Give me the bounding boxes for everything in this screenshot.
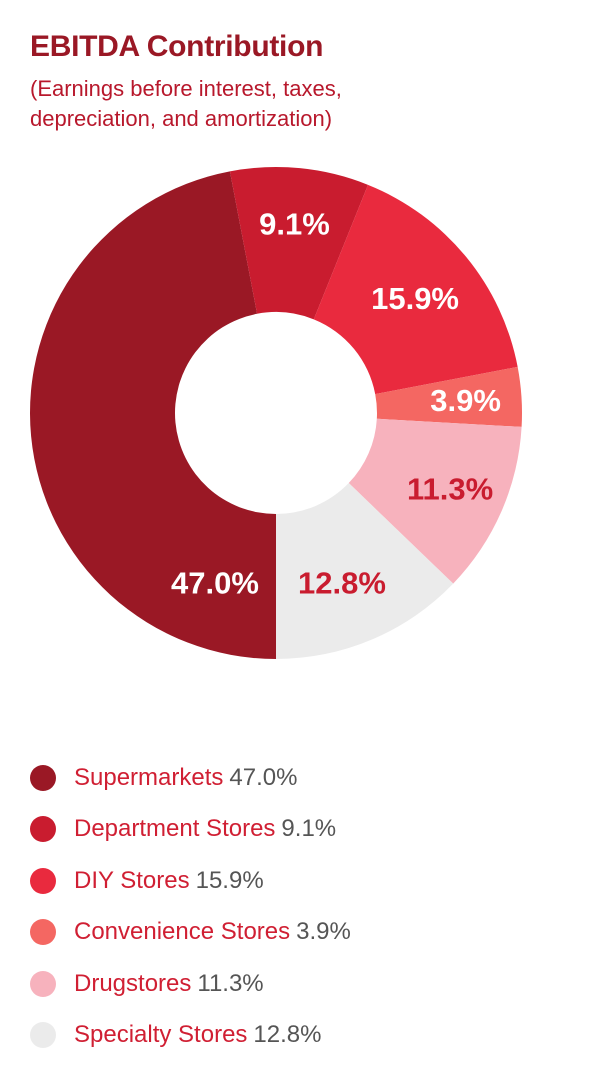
- legend-value: 47.0%: [229, 763, 298, 791]
- legend-item-specialty-stores: Specialty Stores 12.8%: [30, 1010, 351, 1062]
- legend-swatch: [30, 816, 56, 843]
- legend-swatch: [30, 1022, 56, 1049]
- legend-swatch: [30, 764, 56, 791]
- donut-chart: 47.0% 9.1% 15.9% 3.9% 11.3% 12.8%: [30, 167, 522, 659]
- donut-slice-convenience-stores: [375, 366, 522, 427]
- legend-label: Supermarkets: [74, 763, 224, 791]
- legend-label: Drugstores: [74, 969, 192, 997]
- chart-title: EBITDA Contribution: [30, 30, 324, 63]
- legend-item-drugstores: Drugstores 11.3%: [30, 958, 351, 1010]
- legend-value: 3.9%: [296, 918, 351, 946]
- slice-label-specialty-stores: 12.8%: [298, 566, 386, 601]
- legend-item-supermarkets: Supermarkets 47.0%: [30, 752, 351, 804]
- legend-label: Specialty Stores: [74, 1021, 248, 1049]
- legend-label: Department Stores: [74, 815, 276, 843]
- slice-label-drugstores: 11.3%: [407, 472, 493, 507]
- donut-slice-diy-stores: [313, 184, 518, 395]
- legend-swatch: [30, 867, 56, 894]
- legend-value: 12.8%: [253, 1021, 322, 1049]
- donut-slice-department-stores: [229, 167, 368, 320]
- legend-item-department-stores: Department Stores 9.1%: [30, 804, 351, 856]
- donut-slice-specialty-stores: [276, 483, 454, 659]
- donut-slice-drugstores: [348, 418, 522, 584]
- legend-item-diy-stores: DIY Stores 15.9%: [30, 855, 351, 907]
- donut-slice-supermarkets: [30, 171, 277, 659]
- legend-value: 9.1%: [281, 815, 337, 843]
- slice-label-convenience-stores: 3.9%: [430, 383, 501, 418]
- legend-item-convenience-stores: Convenience Stores 3.9%: [30, 907, 351, 959]
- legend-label: Convenience Stores: [74, 918, 291, 946]
- legend-value: 15.9%: [195, 866, 264, 894]
- legend-value: 11.3%: [197, 969, 264, 997]
- chart-subtitle-line-1: (Earnings before interest, taxes,: [30, 76, 342, 101]
- chart-subtitle-line-2: depreciation, and amortization): [30, 106, 333, 131]
- slice-label-diy-stores: 15.9%: [371, 281, 459, 316]
- slice-label-department-stores: 9.1%: [259, 206, 330, 241]
- chart-legend: Supermarkets 47.0% Department Stores 9.1% DI…: [30, 752, 351, 1061]
- legend-swatch: [30, 970, 56, 997]
- legend-label: DIY Stores: [74, 866, 190, 894]
- donut-slice-labels: 47.0% 9.1% 15.9% 3.9% 11.3% 12.8%: [171, 206, 501, 600]
- donut-slices: [30, 167, 522, 659]
- legend-swatch: [30, 919, 56, 946]
- slice-label-supermarkets: 47.0%: [171, 566, 259, 601]
